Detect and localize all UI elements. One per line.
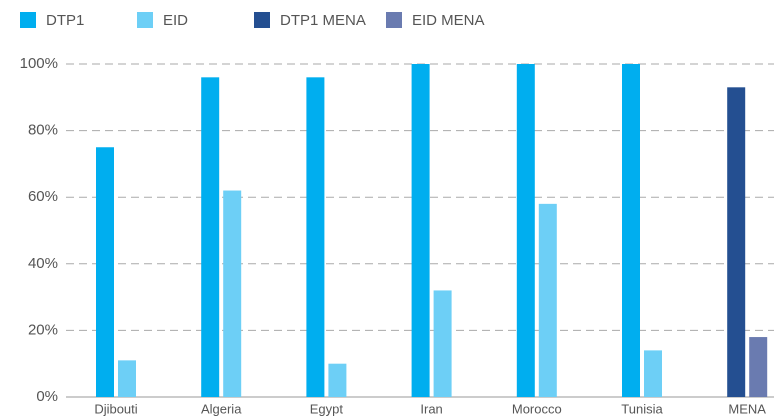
y-tick-label: 0% <box>36 388 58 405</box>
y-tick-label: 100% <box>20 55 58 72</box>
legend-swatch <box>137 12 153 28</box>
x-tick-label: Tunisia <box>621 401 663 416</box>
legend-label: EID MENA <box>412 12 485 29</box>
x-tick-label: MENA <box>728 401 766 416</box>
y-tick-label: 60% <box>28 188 58 205</box>
legend-swatch <box>254 12 270 28</box>
legend-label: EID <box>163 12 188 29</box>
legend-label: DTP1 <box>46 12 84 29</box>
x-tick-label: Egypt <box>310 401 344 416</box>
y-tick-label: 40% <box>28 255 58 272</box>
bar <box>96 147 114 397</box>
x-tick-label: Morocco <box>512 401 562 416</box>
legend-label: DTP1 MENA <box>280 12 366 29</box>
bar <box>622 64 640 397</box>
bar <box>538 203 557 397</box>
bar <box>306 77 325 397</box>
legend-swatch <box>386 12 402 28</box>
bar <box>516 64 535 397</box>
bar <box>727 87 746 397</box>
bar <box>118 360 136 397</box>
bar <box>411 64 430 397</box>
bar <box>433 290 452 397</box>
bar <box>749 337 768 397</box>
y-tick-label: 80% <box>28 122 58 139</box>
x-tick-label: Iran <box>420 401 442 416</box>
x-tick-label: Djibouti <box>94 401 137 416</box>
legend-swatch <box>20 12 36 28</box>
y-tick-label: 20% <box>28 321 58 338</box>
bar <box>328 363 347 397</box>
bar <box>201 77 220 397</box>
bar <box>644 350 662 397</box>
x-tick-label: Algeria <box>201 401 242 416</box>
bar <box>223 190 242 397</box>
